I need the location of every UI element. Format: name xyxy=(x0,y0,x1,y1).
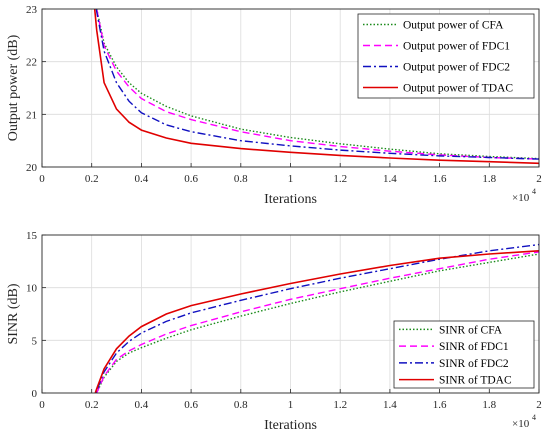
series-line-3 xyxy=(95,9,539,160)
x-tick-label: 0.4 xyxy=(135,399,149,411)
series-line-3 xyxy=(95,243,539,393)
x-axis-label: Iterations xyxy=(264,192,317,207)
x-tick-label: 2 xyxy=(536,173,542,185)
legend-label: Output power of FDC1 xyxy=(403,41,510,53)
chart-panel-1: 0 0.2 0.4 0.6 0.8 1 1.2 1.4 1.6 1.8 2 20 21 22 23 Itera… xyxy=(6,4,542,207)
legend-label: SINR of TDAC xyxy=(439,375,512,387)
x-tick-label: 0 xyxy=(39,173,45,185)
x-tick-label: 0.8 xyxy=(234,173,248,185)
y-tick-label: 0 xyxy=(32,388,38,400)
x-tick-label: 1 xyxy=(288,399,294,411)
y-tick-label: 20 xyxy=(26,162,38,174)
series-line-4 xyxy=(93,9,539,165)
x-tick-label: 1.2 xyxy=(333,399,347,411)
legend: Output power of CFA Output power of FDC1 O… xyxy=(357,13,535,99)
x-tick-label: 1.8 xyxy=(482,173,496,185)
y-tick-label: 21 xyxy=(26,109,37,121)
y-tick-label: 23 xyxy=(26,4,38,16)
x-axis-multiplier: ×10 xyxy=(512,192,530,204)
x-tick-label: 1.8 xyxy=(482,399,496,411)
series-line-2 xyxy=(95,251,539,393)
x-tick-label: 1 xyxy=(288,173,294,185)
x-tick-label: 1.2 xyxy=(333,173,347,185)
legend-label: Output power of FDC2 xyxy=(403,62,510,74)
x-tick-label: 1.6 xyxy=(433,173,447,185)
x-tick-label: 2 xyxy=(536,399,542,411)
y-tick-label: 15 xyxy=(26,230,38,242)
x-tick-label: 0.8 xyxy=(234,399,248,411)
x-tick-label: 0.6 xyxy=(184,173,198,185)
x-tick-label: 1.4 xyxy=(383,399,397,411)
y-tick-label: 5 xyxy=(32,335,38,347)
legend-label: SINR of CFA xyxy=(439,324,503,336)
x-tick-label: 0.2 xyxy=(85,173,99,185)
legend-label: Output power of TDAC xyxy=(403,83,513,95)
x-axis-label: Iterations xyxy=(264,418,317,433)
y-tick-label: 22 xyxy=(26,57,37,69)
series-line-1 xyxy=(95,253,539,393)
x-axis-multiplier: ×10 xyxy=(512,418,530,430)
x-tick-label: 0.6 xyxy=(184,399,198,411)
x-tick-label: 0 xyxy=(39,399,45,411)
x-axis-multiplier-exponent: 4 xyxy=(532,187,536,196)
chart-panel-2: 0 0.2 0.4 0.6 0.8 1 1.2 1.4 1.6 1.8 2 0 5 10 15 Iterati… xyxy=(6,230,542,433)
legend-box xyxy=(357,13,535,99)
x-axis-multiplier-exponent: 4 xyxy=(532,413,536,422)
series-line-2 xyxy=(95,9,539,160)
legend-label: SINR of FDC1 xyxy=(439,341,509,353)
x-tick-label: 1.6 xyxy=(433,399,447,411)
legend-label: SINR of FDC2 xyxy=(439,358,509,370)
x-tick-label: 0.4 xyxy=(135,173,149,185)
x-tick-label: 1.4 xyxy=(383,173,397,185)
legend: SINR of CFA SINR of FDC1 SINR of FDC2 SINR … xyxy=(393,320,535,389)
x-tick-label: 0.2 xyxy=(85,399,99,411)
legend-label: Output power of CFA xyxy=(403,20,504,32)
y-tick-label: 10 xyxy=(26,283,38,295)
legend-box xyxy=(393,320,535,389)
series-line-1 xyxy=(95,9,539,160)
y-axis-label: Output power (dB) xyxy=(6,34,21,141)
y-axis-label: SINR (dB) xyxy=(6,283,21,344)
series-line-4 xyxy=(94,250,539,393)
